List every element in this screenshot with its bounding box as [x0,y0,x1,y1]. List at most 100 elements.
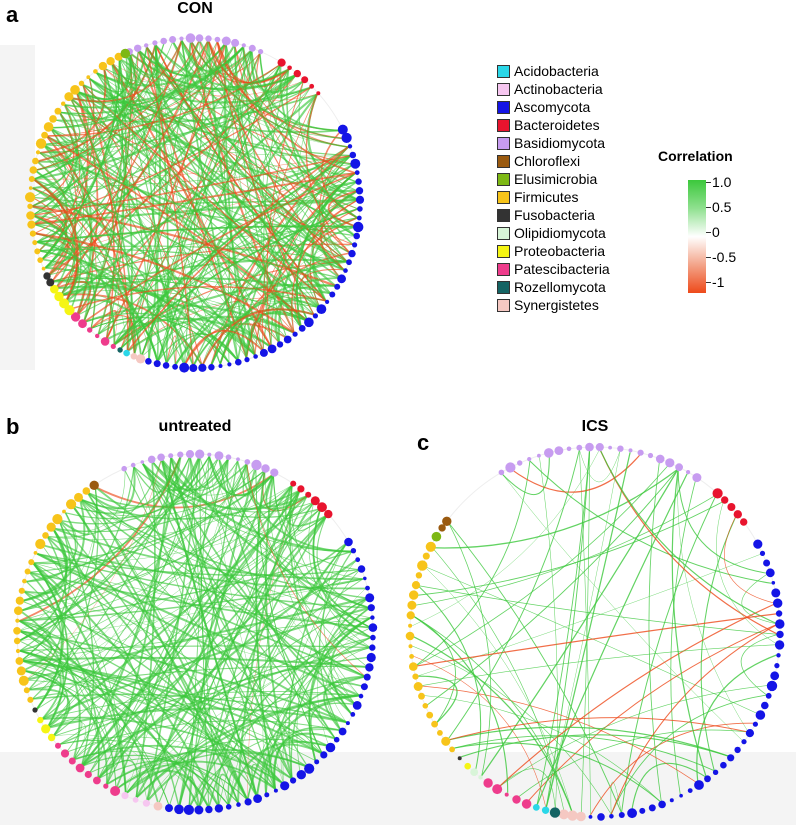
negative-edge [447,717,749,741]
positive-edge [189,39,349,148]
positive-edge [32,562,127,794]
positive-edge [32,188,75,296]
positive-edge [696,654,777,784]
legend-item: Olipidiomycota [497,224,610,242]
taxon-node [357,565,366,573]
taxon-node [214,804,224,813]
positive-edge [536,449,591,806]
taxon-node [504,792,509,797]
taxon-node [95,333,100,339]
positive-edge [621,494,717,814]
positive-edge [32,214,185,366]
legend-item: Actinobacteria [497,80,610,98]
taxon-node [130,353,138,360]
taxon-node [483,778,493,788]
positive-edge [79,498,239,804]
negative-edge [216,41,315,315]
taxon-node [140,460,145,464]
taxon-node [46,522,56,532]
positive-edge [579,449,591,815]
taxon-node [325,742,336,753]
taxon-node [365,663,374,672]
taxon-node [438,524,446,532]
taxon-node [214,451,224,460]
legend-item: Rozellomycota [497,278,610,296]
negative-edge [291,199,359,333]
taxon-node [765,568,775,578]
taxon-node [208,364,215,371]
positive-edge [19,620,52,652]
taxon-node [356,215,362,221]
taxon-node [301,76,309,84]
taxon-node [41,724,51,734]
taxon-node [457,756,462,761]
positive-edge [19,650,276,790]
positive-edge [268,64,289,92]
positive-edge [52,277,308,322]
positive-edge [448,522,492,776]
taxon-node [168,453,174,459]
taxon-node [270,468,279,477]
positive-edge [498,768,556,811]
taxon-node [316,304,327,314]
positive-edge [246,675,366,801]
positive-edge [20,527,68,612]
taxon-node [68,757,76,765]
taxon-node [244,798,252,806]
legend-label: Proteobacteria [514,243,606,259]
negative-edge [262,94,318,352]
taxon-node [464,762,472,770]
positive-edge [740,634,779,696]
taxon-node [755,710,766,720]
taxon-node [314,759,320,765]
taxon-node [18,587,25,594]
positive-edge [412,645,612,815]
negative-edge [165,335,177,365]
positive-edge [90,317,230,363]
taxon-node [241,43,246,48]
positive-edge [255,470,276,789]
taxon-node [763,559,771,567]
legend-label: Actinobacteria [514,81,603,97]
panel-b-title: untreated [158,418,232,435]
negative-edge [724,515,776,604]
taxon-node [608,445,612,450]
taxon-node [408,644,413,649]
taxon-node [408,623,413,628]
legend-swatch [497,136,510,150]
taxon-node [498,469,505,476]
taxon-node [712,488,723,499]
positive-edge [32,214,64,243]
positive-edge [198,514,328,809]
taxon-node [341,132,352,143]
positive-edge [19,466,257,642]
taxon-node [355,195,365,204]
taxon-node [517,460,523,466]
taxon-node [776,630,784,639]
taxon-node [70,312,81,322]
taxon-node [692,473,702,483]
positive-edge [453,742,662,803]
taxon-node [35,150,41,155]
taxon-node [329,291,336,298]
taxon-node [185,450,195,459]
taxon-node [117,347,123,353]
taxon-node [64,305,75,316]
negative-edge [413,655,547,809]
legend-item: Bacteroidetes [497,116,610,134]
taxon-node [292,331,298,337]
taxon-node [70,85,80,95]
taxon-node [280,781,290,791]
taxon-node [61,101,66,106]
positive-edge [312,508,372,639]
taxon-node [350,712,356,717]
taxon-node [773,598,783,608]
taxon-node [775,610,783,617]
taxon-node [47,733,56,742]
positive-edge [671,468,707,778]
legend-swatch [497,298,510,312]
taxon-node [205,805,213,814]
taxon-node [110,343,116,349]
taxon-node [310,496,320,506]
